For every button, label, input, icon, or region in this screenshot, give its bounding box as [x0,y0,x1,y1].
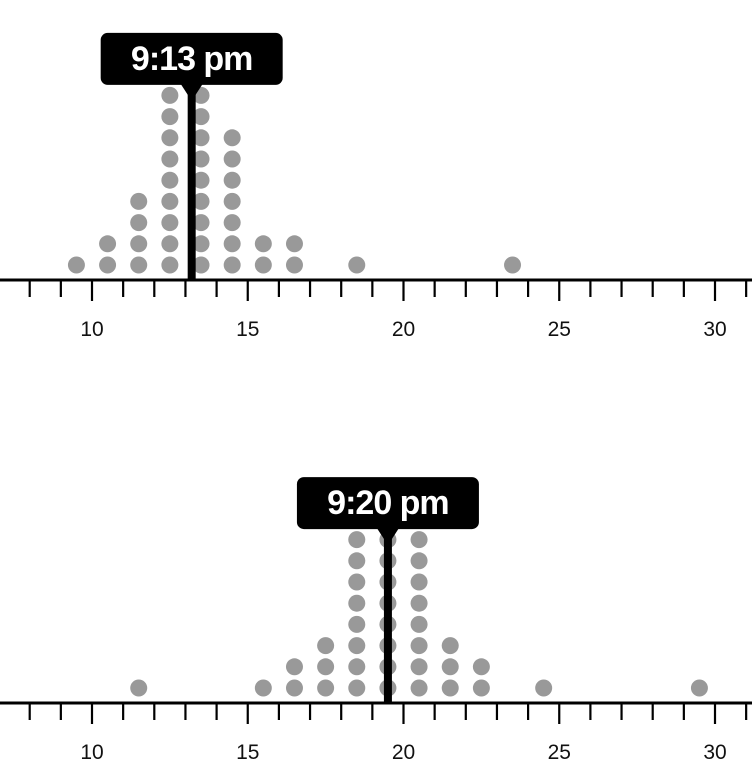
data-dot [223,235,241,253]
data-dot [99,256,117,274]
data-dot [348,637,366,655]
marker-label: 9:13 pm [131,40,253,78]
data-dot [348,615,366,633]
data-dot [223,214,241,232]
data-dot [472,658,490,676]
x-tick-label: 10 [80,741,103,764]
data-dot [192,129,210,147]
data-dot [285,679,303,697]
data-dot [472,679,490,697]
data-dot [223,171,241,189]
data-dot [410,531,428,549]
x-tick-label: 10 [80,318,103,341]
data-dot [161,235,179,253]
x-tick-label: 15 [236,741,259,764]
data-dot [130,192,148,210]
data-dot [192,256,210,274]
data-dot [254,235,272,253]
data-dot [317,658,335,676]
data-dot [254,679,272,697]
data-dot [285,235,303,253]
data-dot [317,679,335,697]
data-dot [223,192,241,210]
data-dot [348,679,366,697]
data-dot [254,256,272,274]
x-tick-label: 20 [392,318,415,341]
x-tick-label: 15 [236,318,259,341]
data-dot [441,658,459,676]
data-dot [67,256,85,274]
data-dot [410,637,428,655]
data-dot [161,150,179,168]
data-dot [130,256,148,274]
data-dot [161,171,179,189]
x-tick-label: 30 [703,318,726,341]
data-dot [99,235,117,253]
x-tick-label: 20 [392,741,415,764]
data-dot [130,235,148,253]
data-dot [410,594,428,612]
data-dot [410,658,428,676]
data-dot [192,171,210,189]
x-tick-label: 30 [703,741,726,764]
data-dot [348,658,366,676]
marker-label: 9:20 pm [327,484,449,522]
data-dot [690,679,708,697]
data-dot [441,637,459,655]
dot-plot-bottom: 10 15 20 25 30 9:20 pm [0,477,752,764]
data-dot [161,108,179,126]
x-tick-label: 25 [548,318,571,341]
data-dot [504,256,522,274]
data-dot [348,573,366,591]
data-dot [348,552,366,570]
data-dot [130,214,148,232]
data-dot [192,108,210,126]
marker-callout-box [296,477,479,530]
data-dot [161,129,179,147]
data-dot [348,256,366,274]
data-dot [317,637,335,655]
data-dot [161,192,179,210]
data-dot [161,214,179,232]
data-dot [285,658,303,676]
data-dot [535,679,553,697]
data-dot [441,679,459,697]
data-dot [285,256,303,274]
marker-callout-pointer [376,528,399,546]
data-dot [410,615,428,633]
data-dot [192,235,210,253]
marker-callout-pointer [180,83,203,101]
data-dot [192,192,210,210]
data-dot [223,256,241,274]
data-dot [130,679,148,697]
data-dot [192,214,210,232]
data-dot [410,679,428,697]
x-tick-label: 25 [548,741,571,764]
data-dot [192,150,210,168]
data-dot [223,129,241,147]
data-dot [348,531,366,549]
data-dot [223,150,241,168]
data-dot [161,86,179,104]
data-dot [348,594,366,612]
dot-plot-top: 10 15 20 25 30 9:13 pm [0,32,752,341]
data-dot [410,552,428,570]
marker-callout-box [100,32,283,85]
data-dot [410,573,428,591]
data-dot [161,256,179,274]
